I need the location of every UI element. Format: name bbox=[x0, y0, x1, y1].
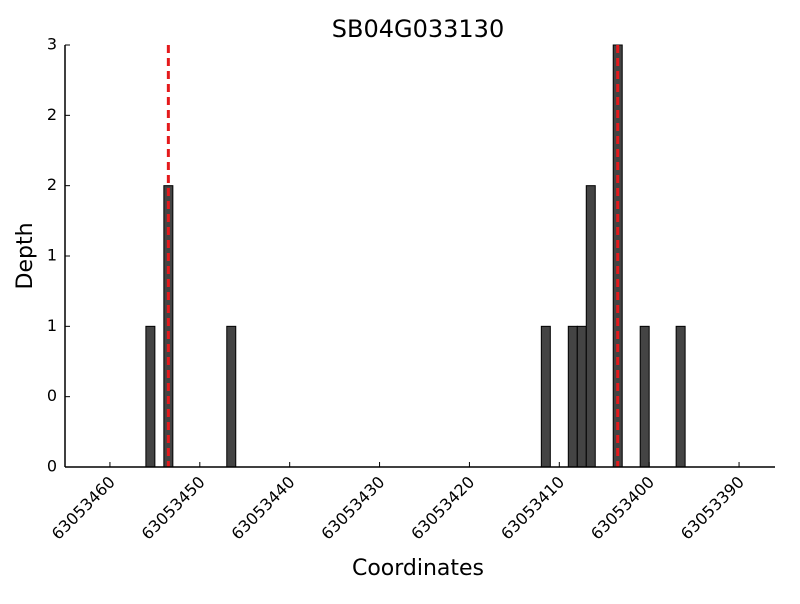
x-tick-label: 63053400 bbox=[587, 472, 658, 543]
x-tick-label: 63053410 bbox=[497, 472, 568, 543]
x-tick-label: 63053420 bbox=[407, 472, 478, 543]
bar bbox=[540, 325, 551, 468]
y-tick-label: 1 bbox=[47, 246, 57, 265]
bar bbox=[145, 325, 156, 468]
bar bbox=[639, 325, 650, 468]
y-tick-label: 3 bbox=[47, 35, 57, 54]
bar bbox=[675, 325, 686, 468]
x-tick-label: 63053450 bbox=[138, 472, 209, 543]
y-tick-label: 2 bbox=[47, 105, 57, 124]
x-axis-label: Coordinates bbox=[352, 556, 484, 581]
x-tick-label: 63053430 bbox=[317, 472, 388, 543]
y-tick-label: 2 bbox=[47, 175, 57, 194]
y-axis-label: Depth bbox=[13, 222, 38, 289]
y-tick-label: 0 bbox=[47, 386, 57, 405]
x-tick-label: 63053460 bbox=[48, 472, 119, 543]
bar bbox=[567, 325, 578, 468]
x-tick-label: 63053390 bbox=[677, 472, 748, 543]
bar bbox=[585, 185, 596, 468]
y-tick-label: 0 bbox=[47, 457, 57, 476]
chart-title: SB04G033130 bbox=[332, 15, 504, 43]
bar bbox=[226, 325, 237, 468]
x-tick-label: 63053440 bbox=[227, 472, 298, 543]
bar bbox=[576, 325, 587, 468]
y-tick-label: 1 bbox=[47, 316, 57, 335]
